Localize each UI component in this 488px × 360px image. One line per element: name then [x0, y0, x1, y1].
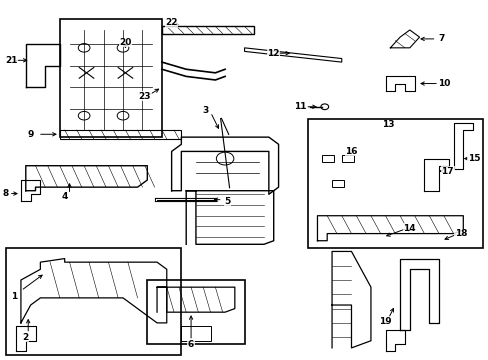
Text: 18: 18: [454, 229, 466, 238]
Text: 6: 6: [187, 340, 194, 349]
Text: 4: 4: [61, 192, 68, 201]
Text: 23: 23: [139, 91, 151, 100]
Text: 14: 14: [403, 224, 415, 233]
Text: 13: 13: [381, 120, 393, 129]
Bar: [6, 248, 181, 355]
Text: 12: 12: [267, 49, 280, 58]
Text: 2: 2: [22, 333, 29, 342]
Text: 22: 22: [165, 18, 178, 27]
Bar: [147, 280, 244, 344]
Bar: [181, 327, 210, 341]
Text: 17: 17: [441, 167, 453, 176]
Bar: [307, 119, 482, 248]
Text: 11: 11: [294, 102, 306, 111]
Text: 1: 1: [11, 292, 17, 301]
Text: 8: 8: [2, 189, 8, 198]
Bar: [331, 180, 344, 187]
Text: 16: 16: [345, 147, 357, 156]
Text: 10: 10: [437, 79, 449, 88]
Bar: [341, 155, 353, 162]
Text: 21: 21: [5, 56, 18, 65]
Text: 5: 5: [224, 197, 230, 206]
Text: 15: 15: [467, 154, 479, 163]
Text: 20: 20: [119, 38, 131, 47]
Text: 9: 9: [27, 130, 34, 139]
Bar: [322, 155, 334, 162]
Text: 3: 3: [202, 106, 208, 115]
Text: 7: 7: [437, 35, 444, 44]
Text: 19: 19: [378, 316, 391, 325]
